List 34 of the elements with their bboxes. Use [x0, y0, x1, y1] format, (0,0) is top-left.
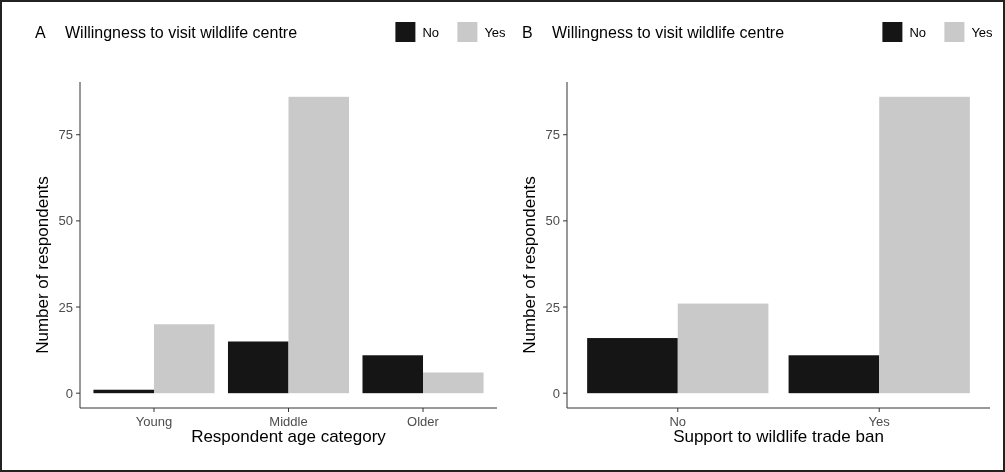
chart-title: A	[35, 24, 46, 41]
bar	[423, 372, 484, 394]
chart-title: B	[522, 24, 533, 41]
y-axis-title: Number of respondents	[33, 176, 52, 354]
bar	[879, 96, 970, 394]
x-axis-title: Respondent age category	[191, 427, 387, 446]
legend-label: No	[909, 25, 927, 40]
y-tick-label: 0	[65, 385, 73, 401]
y-tick-label: 25	[58, 299, 73, 315]
x-tick-label: Older	[407, 414, 440, 429]
y-tick-label: 50	[58, 213, 73, 229]
bar	[153, 324, 215, 394]
x-tick-label: No	[669, 414, 687, 429]
bar	[677, 303, 769, 394]
bar	[227, 341, 289, 394]
legend-title: Willingness to visit wildlife centre	[65, 24, 298, 41]
legend-label: Yes	[484, 25, 507, 40]
y-tick-label: 0	[552, 385, 560, 401]
y-tick-label: 25	[545, 299, 560, 315]
y-tick-label: 75	[545, 127, 560, 143]
bar	[587, 338, 678, 394]
x-tick-label: Middle	[269, 414, 308, 429]
legend-label: Yes	[971, 25, 994, 40]
y-tick-label: 50	[545, 213, 560, 229]
x-axis-title: Support to wildlife trade ban	[673, 427, 884, 446]
bar	[288, 96, 350, 394]
x-tick-label: Yes	[868, 414, 891, 429]
bar	[788, 355, 880, 394]
y-axis-title: Number of respondents	[520, 176, 539, 354]
legend-title: Willingness to visit wildlife centre	[552, 24, 785, 41]
bar	[362, 355, 424, 394]
legend-label: No	[422, 25, 440, 40]
x-tick-label: Young	[135, 414, 173, 429]
y-tick-label: 75	[58, 127, 73, 143]
